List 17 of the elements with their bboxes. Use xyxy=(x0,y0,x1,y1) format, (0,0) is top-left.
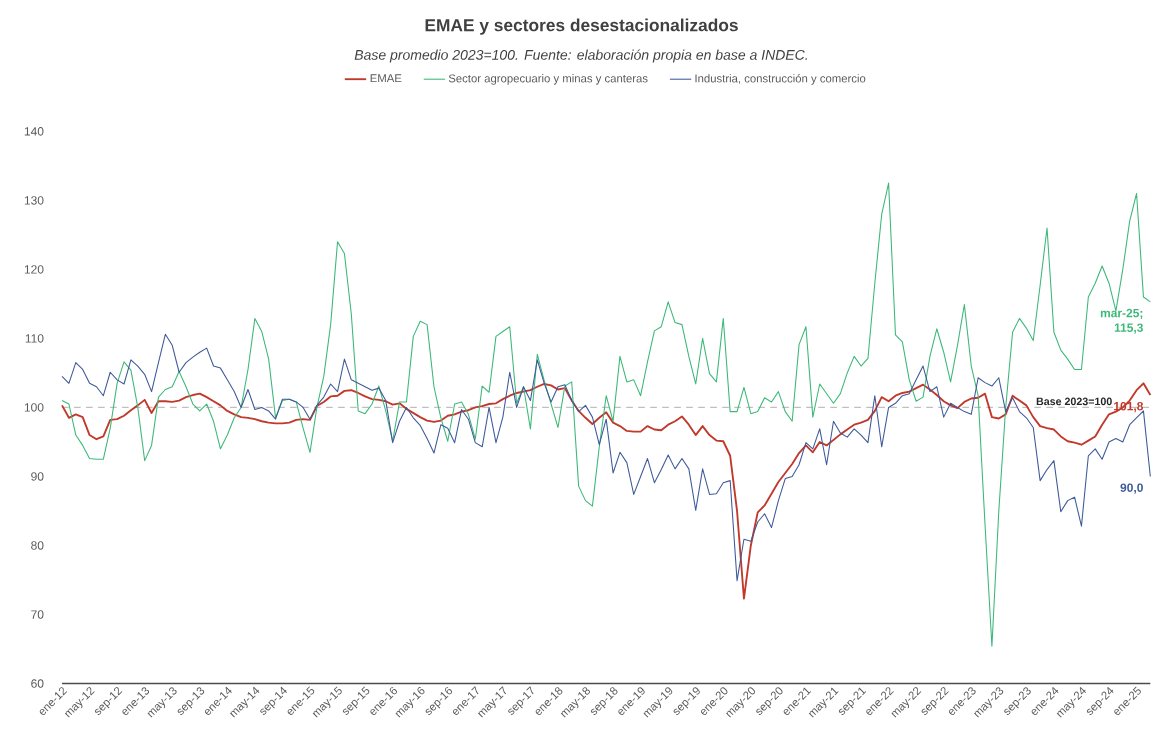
data-label: 90,0 xyxy=(1120,483,1143,494)
y-tick-label: 70 xyxy=(31,610,44,619)
chart-title: EMAE y sectores desestacionalizados xyxy=(425,18,738,35)
legend-label: Sector agropecuario y minas y canteras xyxy=(448,74,648,85)
y-tick-label: 90 xyxy=(31,472,44,481)
ref-line-label: Base 2023=100 xyxy=(1036,397,1112,406)
y-tick-label: 100 xyxy=(24,403,44,412)
y-tick-label: 60 xyxy=(31,679,44,688)
y-tick-label: 130 xyxy=(24,196,44,205)
data-label: mar-25; 115,3 xyxy=(1100,309,1143,334)
y-tick-label: 140 xyxy=(24,127,44,136)
y-tick-label: 80 xyxy=(31,541,44,550)
y-tick-label: 120 xyxy=(24,265,44,274)
legend-label: Industria, construcción y comercio xyxy=(695,74,866,85)
chart-subtitle: Base promedio 2023=100. Fuente: elaboración propia en base a INDEC. xyxy=(354,49,807,63)
y-tick-label: 110 xyxy=(25,334,44,343)
legend-label: EMAE xyxy=(370,74,402,83)
